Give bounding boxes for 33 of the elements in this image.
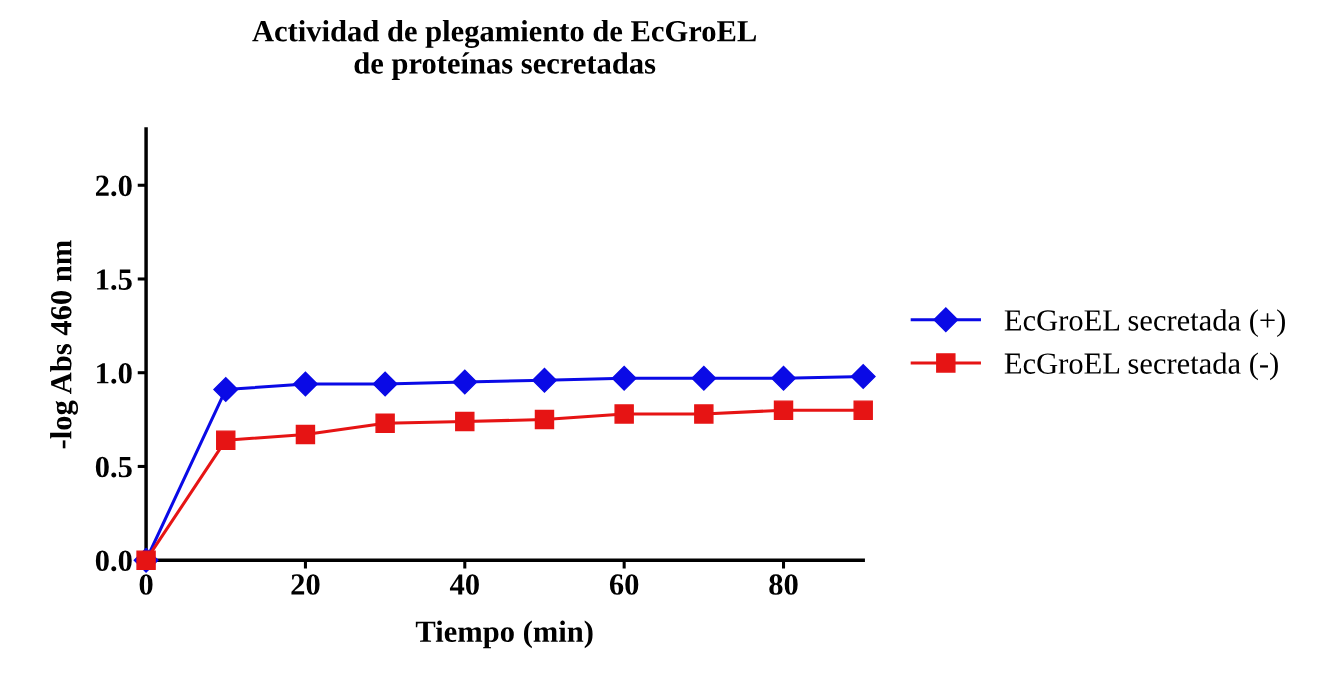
chart-title: Actividad de plegamiento de EcGroEL de proteínas secretadas <box>252 20 757 80</box>
x-axis-title: Tiempo (min) <box>415 620 593 649</box>
point <box>853 400 873 420</box>
point <box>611 365 637 391</box>
legend-label: EcGroEL secretada (+) <box>1004 309 1285 337</box>
x-tick-label: 20 <box>291 574 320 595</box>
y-tick-label: 1.5 <box>97 269 132 291</box>
point <box>375 413 395 434</box>
legend-label: EcGroEL secretada (-) <box>1004 352 1278 381</box>
point <box>295 424 316 445</box>
y-tick-label: 1.0 <box>97 362 132 384</box>
x-tick-label: 40 <box>449 574 479 595</box>
point <box>691 365 717 391</box>
point <box>534 409 555 430</box>
point <box>216 430 236 450</box>
point <box>455 411 475 432</box>
x-tick-label: 60 <box>609 574 639 595</box>
point <box>614 404 634 424</box>
point <box>532 367 557 393</box>
point <box>773 400 794 420</box>
point <box>372 371 398 397</box>
point <box>452 369 478 395</box>
point <box>694 404 714 424</box>
point <box>292 371 318 397</box>
point <box>850 363 876 389</box>
y-axis-title: -log Abs 460 nm <box>50 240 79 449</box>
point <box>213 377 239 403</box>
x-tick-label: 0 <box>139 574 153 595</box>
x-tick-label: 80 <box>769 574 798 595</box>
y-tick-label: 0.5 <box>95 456 132 478</box>
y-tick-label: 2.0 <box>95 175 132 197</box>
y-tick-label: 0.0 <box>95 550 132 572</box>
point <box>771 365 796 391</box>
